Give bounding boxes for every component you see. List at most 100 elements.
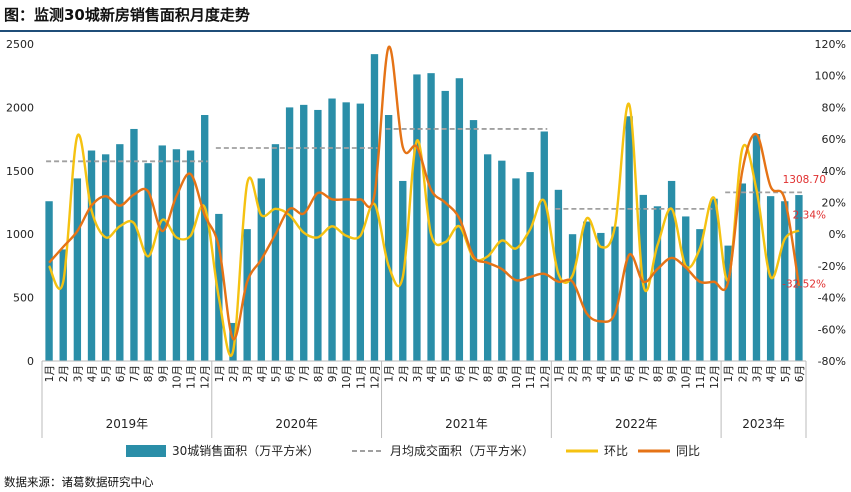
month-label: 3月 xyxy=(412,365,424,382)
bar xyxy=(257,178,265,361)
bar xyxy=(144,163,152,361)
bar xyxy=(781,201,789,361)
bar xyxy=(413,74,421,361)
month-label: 3月 xyxy=(72,365,84,382)
bar xyxy=(342,102,350,361)
right-tick-label: 0% xyxy=(829,228,846,241)
bar xyxy=(59,249,67,361)
month-label: 10月 xyxy=(171,365,183,389)
month-label: 1月 xyxy=(723,365,735,382)
bar xyxy=(87,150,96,361)
month-label: 1月 xyxy=(384,365,396,382)
year-label: 2021年 xyxy=(445,417,488,431)
month-label: 9月 xyxy=(327,365,339,382)
bar xyxy=(625,116,633,361)
bar xyxy=(752,134,761,361)
bar xyxy=(116,144,124,361)
month-label: 5月 xyxy=(780,365,792,382)
month-label: 8月 xyxy=(652,365,664,382)
annotations: 1308.70 2.34% -32.52% xyxy=(782,174,826,291)
bar xyxy=(568,234,577,361)
month-label: 1月 xyxy=(553,365,565,382)
month-label: 3月 xyxy=(242,365,254,382)
bar xyxy=(314,109,322,361)
right-tick-label: 40% xyxy=(822,165,846,178)
bar xyxy=(667,180,676,361)
month-label: 12月 xyxy=(200,365,212,389)
bar xyxy=(215,213,223,361)
right-tick-label: 120% xyxy=(815,38,846,51)
bar xyxy=(526,172,534,361)
legend-bar-swatch xyxy=(126,445,166,457)
bar xyxy=(130,128,138,361)
mom-line xyxy=(47,102,800,357)
left-tick-label: 500 xyxy=(13,292,34,305)
month-label: 7月 xyxy=(299,365,311,382)
mom-line-series xyxy=(47,102,800,357)
month-label: 6月 xyxy=(454,365,466,382)
legend-avg-label: 月均成交面积（万平方米） xyxy=(390,443,534,458)
bar xyxy=(186,150,195,361)
mom-annotation: 2.34% xyxy=(793,209,826,221)
left-axis: 0 500 1000 1500 2000 2500 xyxy=(6,38,34,368)
right-tick-label: 60% xyxy=(822,133,846,146)
legend-yoy-label: 同比 xyxy=(676,444,700,458)
month-label: 8月 xyxy=(483,365,495,382)
month-label: 4月 xyxy=(596,365,608,382)
month-label: 8月 xyxy=(143,365,155,382)
left-tick-label: 2000 xyxy=(6,101,34,114)
bar xyxy=(271,144,280,361)
month-label: 11月 xyxy=(525,365,537,389)
right-tick-label: -60% xyxy=(818,323,846,336)
month-label: 6月 xyxy=(285,365,297,382)
month-label: 11月 xyxy=(695,365,707,389)
month-label: 2月 xyxy=(568,365,580,382)
bar xyxy=(158,145,166,361)
month-label: 6月 xyxy=(624,365,636,382)
yoy-line xyxy=(48,45,801,341)
month-label: 11月 xyxy=(186,365,198,389)
month-label: 2月 xyxy=(737,365,749,382)
bar xyxy=(427,73,435,361)
month-label: 7月 xyxy=(638,365,650,382)
month-label: 12月 xyxy=(709,365,721,389)
bar xyxy=(229,322,237,361)
bar xyxy=(73,178,82,361)
month-label: 11月 xyxy=(355,365,367,389)
month-label: 10月 xyxy=(511,365,523,389)
month-label: 12月 xyxy=(539,365,551,389)
month-label: 1月 xyxy=(214,365,226,382)
right-tick-label: 100% xyxy=(815,70,846,83)
left-tick-label: 2500 xyxy=(6,38,34,51)
month-label: 6月 xyxy=(794,365,806,382)
month-label: 10月 xyxy=(681,365,693,389)
month-label: 5月 xyxy=(610,365,622,382)
bar xyxy=(101,154,110,361)
yoy-annotation: -32.52% xyxy=(782,279,826,291)
bar xyxy=(243,229,251,361)
bar xyxy=(370,54,379,362)
bar xyxy=(540,131,548,361)
bar xyxy=(498,160,506,361)
page-title: 图：监测30城新房销售面积月度走势 xyxy=(4,6,250,24)
bar xyxy=(285,107,294,362)
month-label: 2月 xyxy=(398,365,410,382)
month-label: 10月 xyxy=(341,365,353,389)
right-tick-label: -80% xyxy=(818,355,846,368)
year-label: 2020年 xyxy=(275,417,318,431)
year-label: 2019年 xyxy=(106,417,149,431)
bar xyxy=(356,103,365,361)
legend-mom-label: 环比 xyxy=(604,444,628,458)
bar xyxy=(710,198,718,361)
month-label: 7月 xyxy=(129,365,141,382)
bar xyxy=(384,115,393,362)
month-label: 4月 xyxy=(256,365,268,382)
bar xyxy=(583,221,591,361)
bar xyxy=(597,232,605,361)
bar xyxy=(201,115,209,362)
bar xyxy=(45,201,53,361)
left-tick-label: 1000 xyxy=(6,228,34,241)
left-tick-label: 0 xyxy=(27,355,34,368)
bar xyxy=(738,183,747,361)
month-label: 3月 xyxy=(751,365,763,382)
